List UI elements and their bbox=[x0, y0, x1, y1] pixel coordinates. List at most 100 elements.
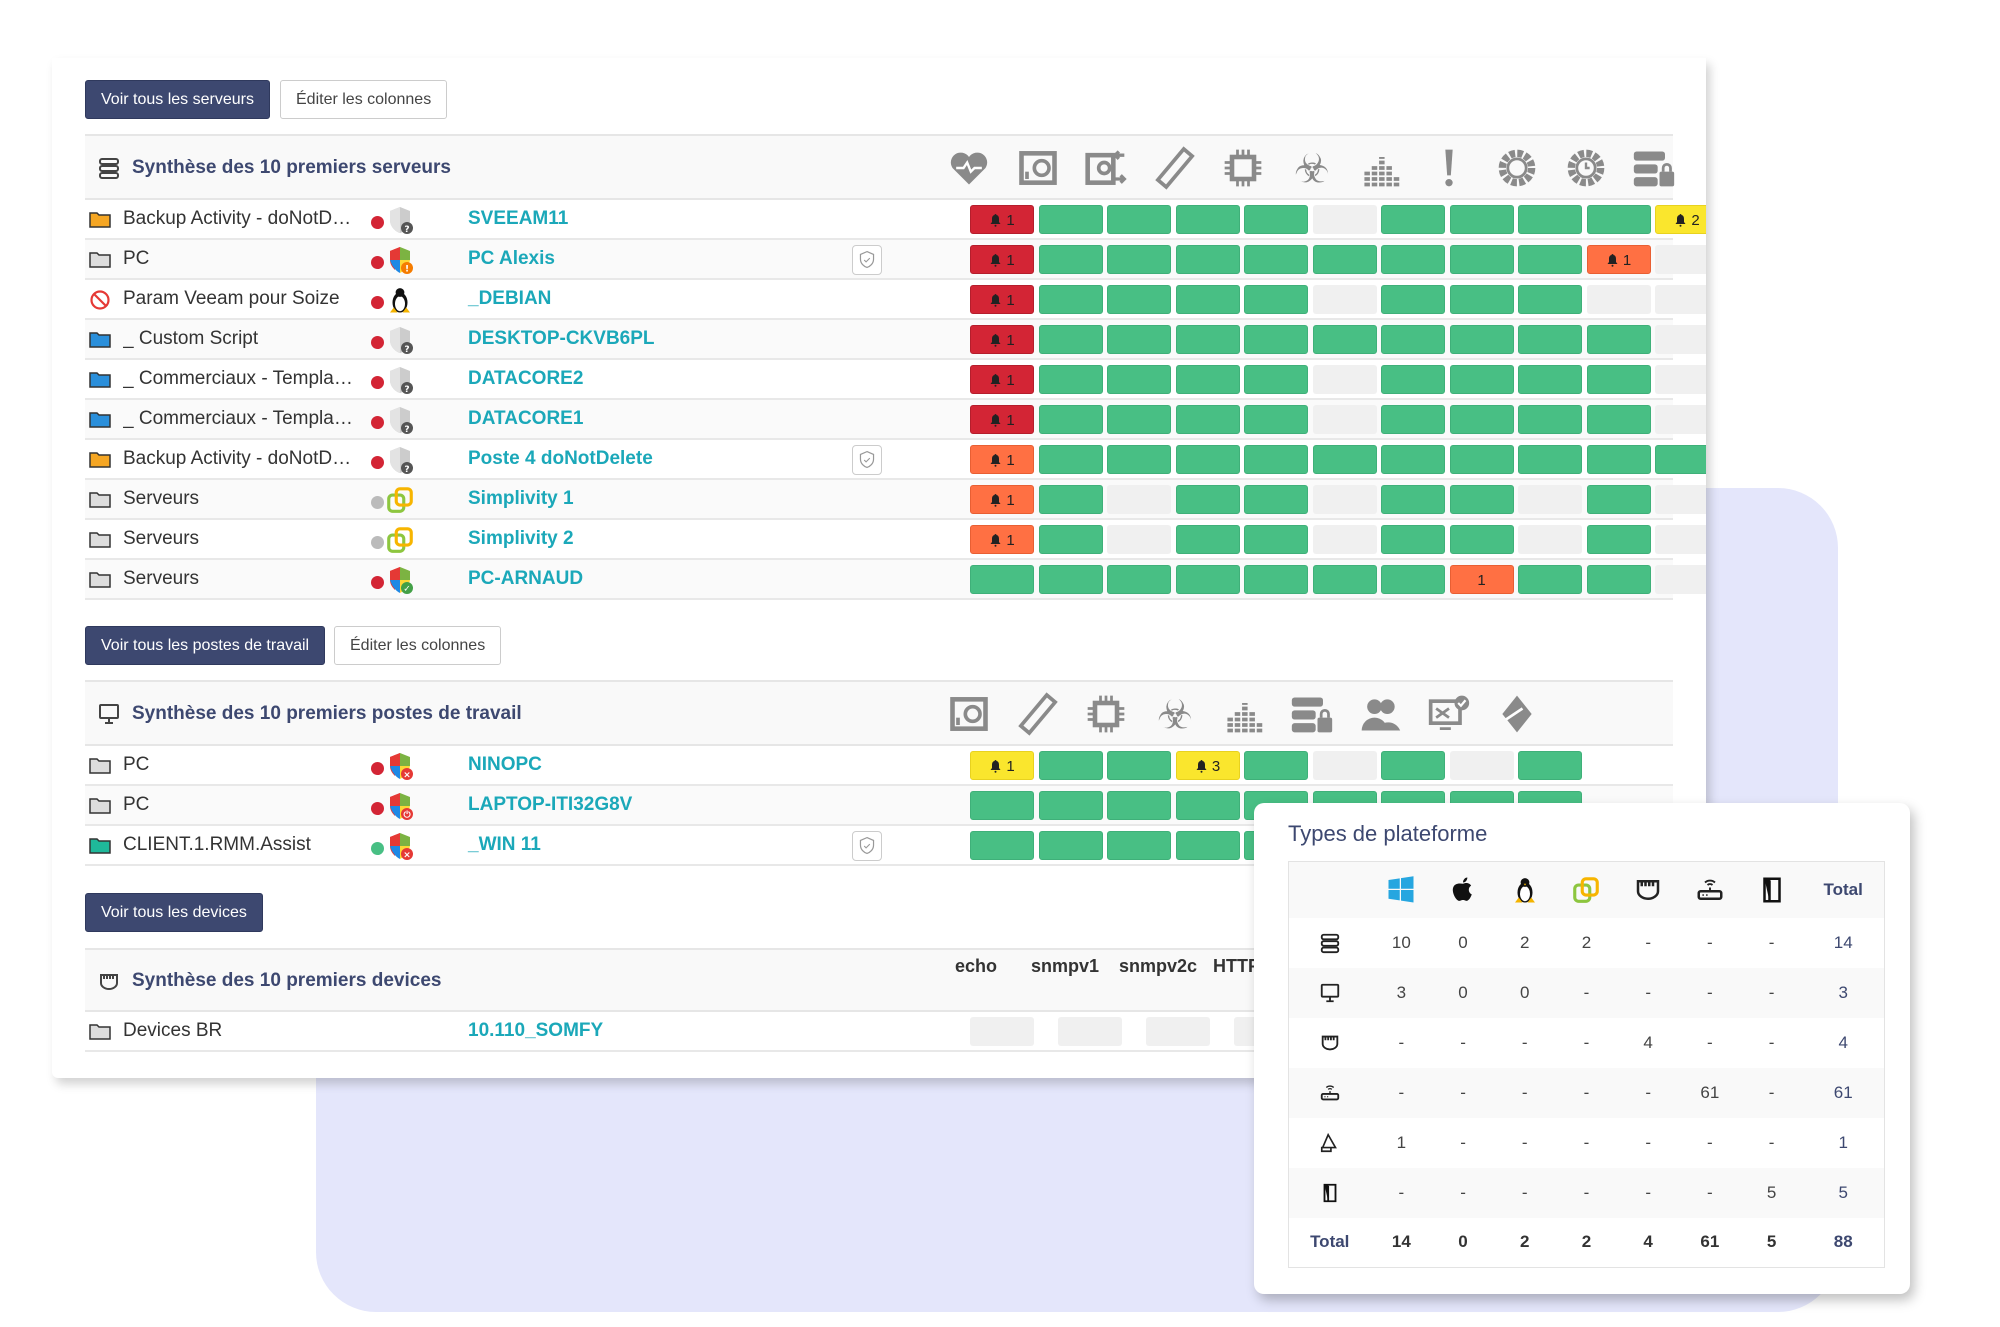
status-cell-ok[interactable] bbox=[1449, 325, 1514, 354]
status-cell-ok[interactable] bbox=[1038, 791, 1103, 820]
status-cell-ok[interactable] bbox=[1175, 325, 1240, 354]
status-cell-none[interactable] bbox=[1312, 205, 1377, 234]
device-name-link[interactable]: PC Alexis bbox=[468, 248, 555, 269]
table-row[interactable]: PC! PC Alexis 1 1 bbox=[85, 240, 1706, 280]
table-row[interactable]: _ Commerciaux - Templa…? DATACORE1 1 bbox=[85, 400, 1706, 440]
device-name-link[interactable]: Simplivity 1 bbox=[468, 488, 574, 509]
status-cell-ok[interactable] bbox=[1175, 285, 1240, 314]
status-cell-ok[interactable] bbox=[1175, 565, 1240, 594]
status-cell-ok[interactable] bbox=[1244, 285, 1308, 314]
status-cell-ok[interactable] bbox=[1381, 445, 1445, 474]
status-cell-ok[interactable] bbox=[1244, 245, 1308, 274]
status-cell-ok[interactable] bbox=[1586, 445, 1651, 474]
status-cell-none[interactable] bbox=[1655, 405, 1706, 434]
status-cell-ok[interactable] bbox=[1381, 325, 1445, 354]
status-cell-ok[interactable] bbox=[1518, 365, 1582, 394]
status-cell-none[interactable] bbox=[1058, 1017, 1122, 1046]
status-cell-ok[interactable] bbox=[1312, 245, 1377, 274]
status-cell-ok[interactable] bbox=[1244, 751, 1308, 780]
status-cell-ok[interactable] bbox=[1038, 751, 1103, 780]
status-cell-major[interactable]: 1 bbox=[1449, 565, 1514, 594]
status-cell-none[interactable] bbox=[1518, 485, 1582, 514]
status-cell-ok[interactable] bbox=[1107, 205, 1171, 234]
table-row[interactable]: Serveurs Simplivity 1 1 bbox=[85, 480, 1706, 520]
status-cell-ok[interactable] bbox=[1518, 445, 1582, 474]
status-cell-none[interactable] bbox=[970, 1017, 1034, 1046]
status-cell-ok[interactable] bbox=[1244, 565, 1308, 594]
status-cell-ok[interactable] bbox=[1107, 405, 1171, 434]
status-cell-ok[interactable] bbox=[1175, 791, 1240, 820]
status-cell-ok[interactable] bbox=[1518, 205, 1582, 234]
status-cell-critical[interactable]: 1 bbox=[970, 245, 1034, 274]
device-name-link[interactable]: _WIN 11 bbox=[468, 834, 541, 855]
device-name-link[interactable]: NINOPC bbox=[468, 754, 542, 775]
device-name-link[interactable]: DATACORE1 bbox=[468, 408, 584, 429]
status-cell-none[interactable] bbox=[1655, 325, 1706, 354]
status-cell-ok[interactable] bbox=[1381, 205, 1445, 234]
status-cell-ok[interactable] bbox=[1107, 751, 1171, 780]
table-row[interactable]: Backup Activity - doNotD…? SVEEAM11 1 2 bbox=[85, 200, 1706, 240]
status-cell-ok[interactable] bbox=[1518, 751, 1582, 780]
status-cell-ok[interactable] bbox=[1449, 285, 1514, 314]
status-cell-ok[interactable] bbox=[1381, 525, 1445, 554]
status-cell-ok[interactable] bbox=[1244, 405, 1308, 434]
table-row[interactable]: _ Custom Script? DESKTOP-CKVB6PL 1 bbox=[85, 320, 1706, 360]
status-cell-warning[interactable]: 2 bbox=[1655, 205, 1706, 234]
status-cell-warning[interactable]: 3 bbox=[1175, 751, 1240, 780]
view-all-devices-button[interactable]: Voir tous les devices bbox=[85, 893, 263, 932]
status-cell-ok[interactable] bbox=[1038, 205, 1103, 234]
status-cell-ok[interactable] bbox=[970, 565, 1034, 594]
status-cell-ok[interactable] bbox=[1107, 445, 1171, 474]
status-cell-ok[interactable] bbox=[970, 791, 1034, 820]
status-cell-ok[interactable] bbox=[1381, 285, 1445, 314]
status-cell-ok[interactable] bbox=[1107, 325, 1171, 354]
status-cell-ok[interactable] bbox=[1175, 831, 1240, 860]
status-cell-ok[interactable] bbox=[1586, 525, 1651, 554]
status-cell-ok[interactable] bbox=[1449, 365, 1514, 394]
status-cell-critical[interactable]: 1 bbox=[970, 365, 1034, 394]
status-cell-critical[interactable]: 1 bbox=[970, 205, 1034, 234]
status-cell-critical[interactable]: 1 bbox=[970, 405, 1034, 434]
status-cell-ok[interactable] bbox=[1381, 365, 1445, 394]
device-name-link[interactable]: PC-ARNAUD bbox=[468, 568, 584, 589]
table-row[interactable]: PC × NINOPC 1 3 bbox=[85, 746, 1673, 786]
status-cell-none[interactable] bbox=[1312, 285, 1377, 314]
status-cell-none[interactable] bbox=[1655, 285, 1706, 314]
status-cell-ok[interactable] bbox=[1518, 405, 1582, 434]
status-cell-ok[interactable] bbox=[1449, 525, 1514, 554]
status-cell-ok[interactable] bbox=[1586, 485, 1651, 514]
device-name-link[interactable]: 10.110_SOMFY bbox=[468, 1020, 604, 1041]
status-cell-none[interactable] bbox=[1107, 485, 1171, 514]
status-cell-critical[interactable]: 1 bbox=[970, 325, 1034, 354]
status-cell-ok[interactable] bbox=[1381, 565, 1445, 594]
status-cell-none[interactable] bbox=[1312, 405, 1377, 434]
status-cell-ok[interactable] bbox=[1586, 565, 1651, 594]
status-cell-ok[interactable] bbox=[1244, 485, 1308, 514]
status-cell-ok[interactable] bbox=[1381, 751, 1445, 780]
status-cell-ok[interactable] bbox=[1381, 485, 1445, 514]
status-cell-ok[interactable] bbox=[1038, 445, 1103, 474]
status-cell-ok[interactable] bbox=[1175, 485, 1240, 514]
status-cell-ok[interactable] bbox=[1038, 245, 1103, 274]
status-cell-ok[interactable] bbox=[1175, 405, 1240, 434]
shield-button[interactable] bbox=[852, 245, 882, 275]
status-cell-none[interactable] bbox=[1312, 365, 1377, 394]
status-cell-ok[interactable] bbox=[1518, 325, 1582, 354]
status-cell-ok[interactable] bbox=[1655, 445, 1706, 474]
status-cell-major[interactable]: 1 bbox=[970, 485, 1034, 514]
status-cell-ok[interactable] bbox=[1038, 405, 1103, 434]
status-cell-ok[interactable] bbox=[1107, 285, 1171, 314]
status-cell-ok[interactable] bbox=[1244, 365, 1308, 394]
status-cell-ok[interactable] bbox=[1244, 325, 1308, 354]
status-cell-ok[interactable] bbox=[1586, 205, 1651, 234]
table-row[interactable]: Serveurs Simplivity 2 1 bbox=[85, 520, 1706, 560]
status-cell-ok[interactable] bbox=[1449, 205, 1514, 234]
device-name-link[interactable]: Simplivity 2 bbox=[468, 528, 574, 549]
status-cell-ok[interactable] bbox=[1038, 485, 1103, 514]
status-cell-major[interactable]: 1 bbox=[1586, 245, 1651, 274]
status-cell-none[interactable] bbox=[1655, 565, 1706, 594]
device-name-link[interactable]: DESKTOP-CKVB6PL bbox=[468, 328, 655, 349]
status-cell-ok[interactable] bbox=[970, 831, 1034, 860]
status-cell-ok[interactable] bbox=[1107, 565, 1171, 594]
status-cell-none[interactable] bbox=[1312, 485, 1377, 514]
